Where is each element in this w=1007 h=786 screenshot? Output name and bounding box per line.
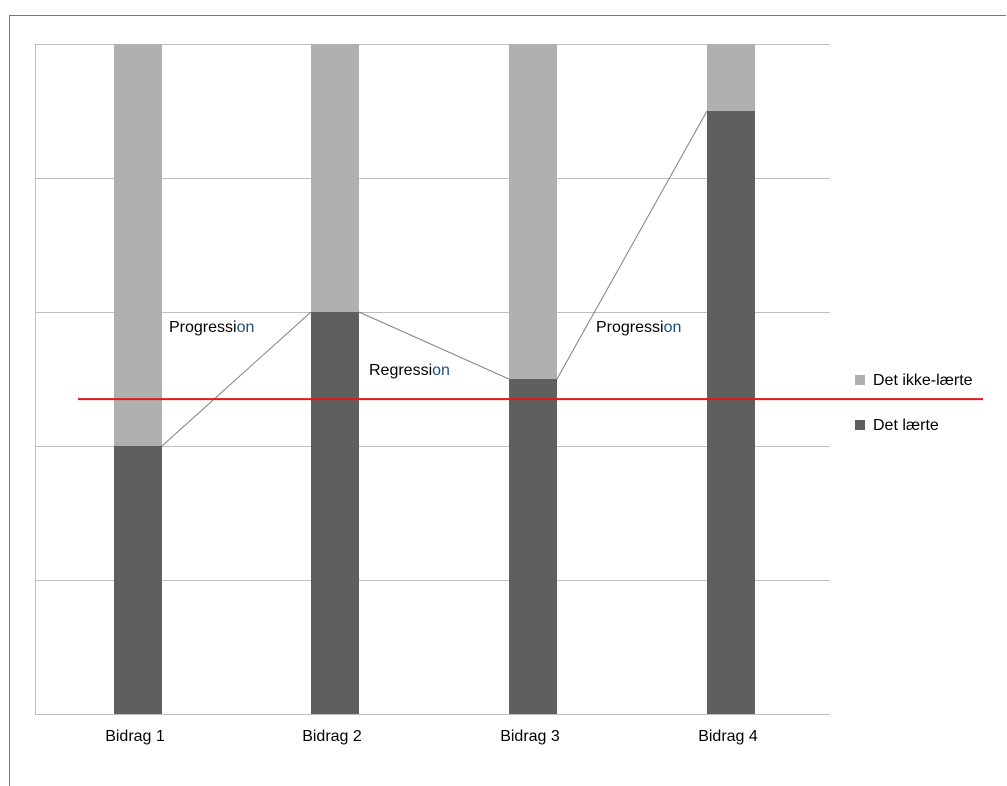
annotations: Progression Regression Progression <box>169 319 681 379</box>
bar-det-laerte <box>114 446 162 714</box>
bar-det-ikke-laerte <box>311 44 359 312</box>
connector-lines <box>161 110 708 447</box>
chart-frame <box>9 15 1006 786</box>
annotation-label: Regression <box>369 362 450 379</box>
legend-label: Det ikke-lærte <box>873 372 973 389</box>
bar-det-laerte <box>707 111 755 714</box>
x-tick-label: Bidrag 3 <box>500 728 560 745</box>
legend: Det ikke-lærte Det lærte <box>855 372 973 434</box>
legend-swatch <box>855 375 865 385</box>
annotation-label: Progression <box>169 319 254 336</box>
bar-det-laerte <box>509 379 557 714</box>
bar-det-ikke-laerte <box>114 44 162 446</box>
x-tick-labels: Bidrag 1 Bidrag 2 Bidrag 3 Bidrag 4 <box>105 728 758 745</box>
legend-swatch <box>855 420 865 430</box>
x-tick-label: Bidrag 4 <box>698 728 758 745</box>
connector-line <box>556 110 708 380</box>
x-tick-label: Bidrag 1 <box>105 728 165 745</box>
bar-det-laerte <box>311 312 359 714</box>
gridlines <box>35 44 830 715</box>
connector-line <box>358 311 510 380</box>
x-tick-label: Bidrag 2 <box>302 728 362 745</box>
connector-line <box>161 311 312 447</box>
bar-det-ikke-laerte <box>707 44 755 111</box>
bar-det-ikke-laerte <box>509 44 557 379</box>
legend-label: Det lærte <box>873 417 939 434</box>
bars <box>114 44 755 714</box>
annotation-label: Progression <box>596 319 681 336</box>
